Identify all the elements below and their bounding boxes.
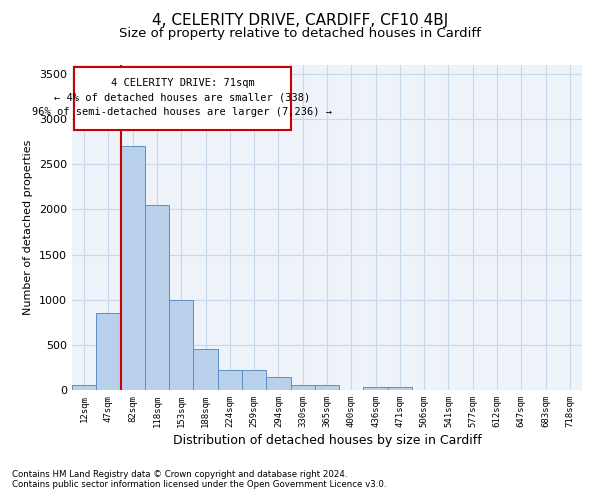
Bar bbox=[169, 300, 193, 390]
Text: Contains HM Land Registry data © Crown copyright and database right 2024.: Contains HM Land Registry data © Crown c… bbox=[12, 470, 347, 479]
Bar bbox=[242, 370, 266, 390]
Text: Contains public sector information licensed under the Open Government Licence v3: Contains public sector information licen… bbox=[12, 480, 386, 489]
Text: Size of property relative to detached houses in Cardiff: Size of property relative to detached ho… bbox=[119, 28, 481, 40]
Bar bbox=[121, 146, 145, 390]
Bar bbox=[74, 67, 290, 130]
Bar bbox=[145, 205, 169, 390]
Bar bbox=[193, 350, 218, 390]
Text: 4, CELERITY DRIVE, CARDIFF, CF10 4BJ: 4, CELERITY DRIVE, CARDIFF, CF10 4BJ bbox=[152, 12, 448, 28]
Text: ← 4% of detached houses are smaller (338): ← 4% of detached houses are smaller (338… bbox=[55, 92, 311, 102]
Bar bbox=[96, 314, 121, 390]
Text: 4 CELERITY DRIVE: 71sqm: 4 CELERITY DRIVE: 71sqm bbox=[110, 78, 254, 88]
Bar bbox=[72, 384, 96, 390]
Text: 96% of semi-detached houses are larger (7,236) →: 96% of semi-detached houses are larger (… bbox=[32, 106, 332, 117]
Bar bbox=[388, 388, 412, 390]
Bar bbox=[364, 388, 388, 390]
Bar bbox=[315, 385, 339, 390]
Y-axis label: Number of detached properties: Number of detached properties bbox=[23, 140, 34, 315]
Bar bbox=[266, 378, 290, 390]
X-axis label: Distribution of detached houses by size in Cardiff: Distribution of detached houses by size … bbox=[173, 434, 481, 447]
Bar bbox=[218, 370, 242, 390]
Bar bbox=[290, 385, 315, 390]
